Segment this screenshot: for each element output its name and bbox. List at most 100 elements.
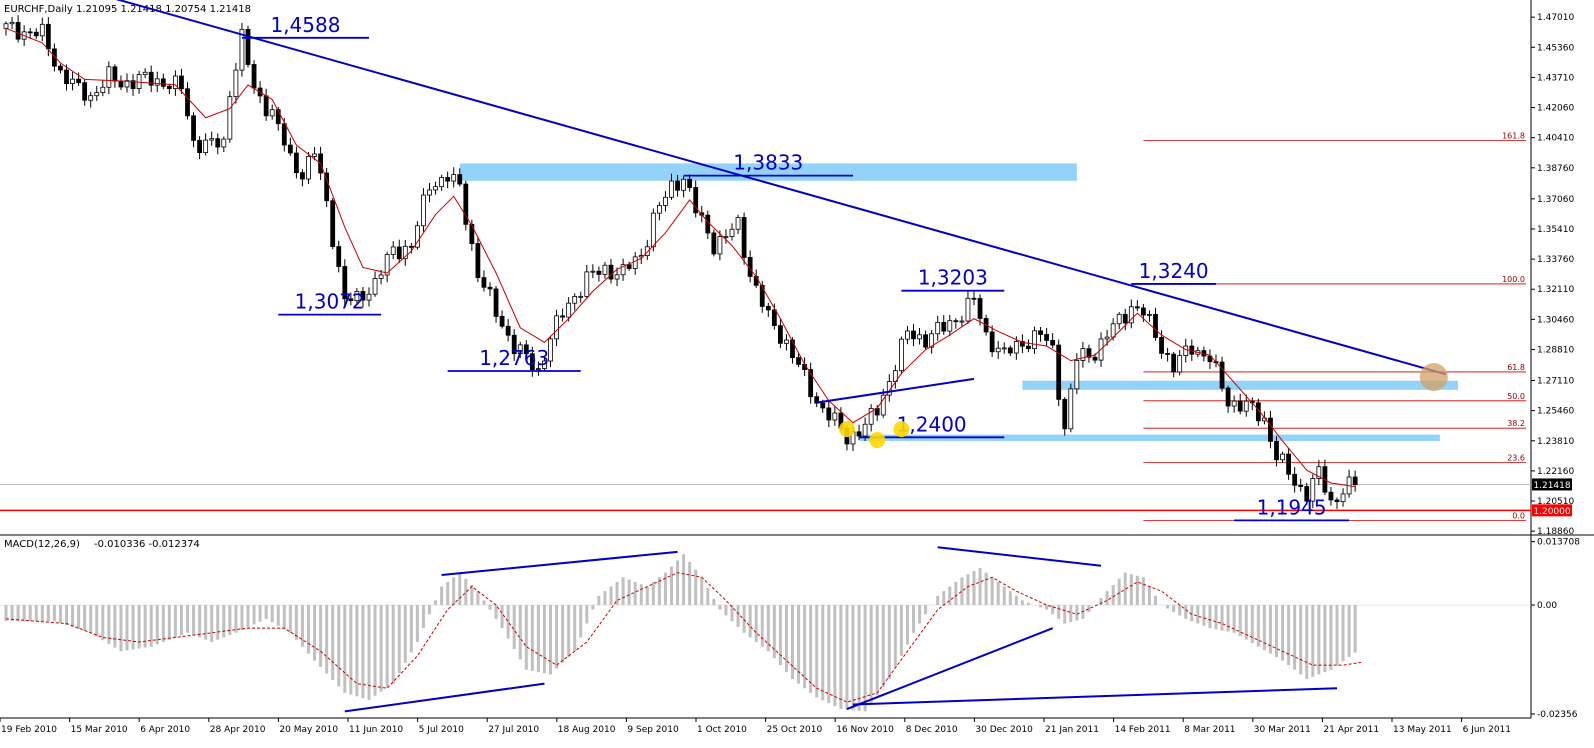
price-axis: 1.47010 1.45360 1.43710 1.42060 1.40410 1.387… (1531, 13, 1574, 537)
level-label: 1,3833 (733, 151, 803, 175)
candle-body (15, 21, 21, 40)
candle-body (76, 78, 81, 84)
candle-body (1026, 345, 1031, 350)
price-tick-label: 1.45360 (1537, 43, 1574, 53)
candle-body (1304, 486, 1310, 502)
price-tick-label: 1.47010 (1537, 13, 1574, 23)
candle-body (796, 357, 801, 365)
macd-signal-line (5, 572, 1362, 703)
date-tick-label: 8 Mar 2011 (1184, 725, 1235, 735)
current-price-tag (1532, 478, 1572, 491)
candle-body (1298, 484, 1304, 487)
candle-body (602, 264, 608, 275)
candle-body (517, 344, 523, 355)
candle-body (1328, 491, 1334, 501)
date-tick-label: 18 Aug 2010 (558, 725, 616, 735)
candle-body (1032, 330, 1037, 350)
price-tick-label: 1.28810 (1537, 345, 1574, 355)
candle-body (330, 200, 336, 247)
candle-body (421, 194, 426, 227)
candle-body (112, 66, 118, 82)
candle-body (790, 339, 795, 359)
macd-tick-label: 0.013708 (1537, 538, 1580, 548)
price-tick-label: 1.18860 (1537, 527, 1574, 537)
candle-body (300, 172, 305, 180)
candle-body (862, 423, 868, 437)
symbol-label: EURCHF,Daily (4, 4, 73, 15)
div-1-bottom-line (344, 682, 545, 713)
candle-body (596, 270, 602, 275)
candle-body (312, 153, 317, 157)
candle-body (832, 412, 838, 421)
candle-body (1225, 387, 1231, 407)
candle-body (185, 88, 190, 117)
level-label: 1,4588 (270, 13, 340, 37)
candle-body (566, 302, 572, 318)
candle-body (741, 217, 747, 258)
fib-label-50.0: 50.0 (1507, 392, 1525, 401)
fib-label-161.8: 161.8 (1502, 132, 1525, 141)
candle-body (433, 186, 438, 191)
fib-label-0.0: 0.0 (1512, 511, 1525, 520)
candle-body (965, 297, 971, 322)
candle-body (58, 65, 63, 71)
candle-body (669, 180, 674, 198)
candle-body (402, 245, 408, 260)
ohlc-values: 1.21095 1.21418 1.20754 1.21418 (76, 4, 251, 15)
candle-body (1080, 348, 1086, 361)
date-tick-label: 16 Nov 2010 (836, 725, 894, 735)
date-tick-label: 11 Jun 2010 (349, 725, 403, 735)
level-label: 1,2763 (479, 346, 549, 370)
date-tick-label: 21 Apr 2011 (1323, 725, 1379, 735)
candle-body (529, 353, 535, 371)
candle-body (1013, 341, 1019, 354)
candle-body (209, 138, 215, 141)
candle-body (88, 95, 94, 101)
candle-body (729, 228, 735, 237)
candle-body (1177, 355, 1183, 373)
candle-body (1231, 400, 1237, 407)
candle-body (784, 339, 789, 344)
div-2-top-line (937, 546, 1102, 567)
price-tick-label: 1.23810 (1537, 437, 1574, 447)
candle-body (929, 333, 935, 348)
date-tick-label: 8 Dec 2010 (906, 725, 958, 735)
candle-body (45, 23, 51, 50)
candle-body (3, 23, 9, 29)
price-tick-label: 1.25460 (1537, 407, 1574, 417)
date-tick-label: 25 Oct 2010 (767, 725, 823, 735)
zone-1.27 (1022, 380, 1458, 390)
candle-body (505, 325, 511, 336)
candle-body (632, 256, 638, 269)
candle-body (463, 183, 469, 225)
candle-body (390, 246, 396, 255)
candle-body (523, 344, 529, 355)
candle-body (1044, 334, 1049, 341)
candle-body (765, 305, 771, 311)
candle-body (499, 316, 505, 327)
candle-body (82, 82, 88, 101)
candle-body (27, 31, 33, 34)
candle-body (1310, 478, 1316, 502)
date-tick-label: 13 May 2011 (1393, 725, 1452, 735)
candle-body (348, 298, 354, 302)
candle-body (511, 334, 517, 355)
candle-body (693, 187, 699, 214)
candle-body (1074, 360, 1080, 390)
price-tick-label: 1.27110 (1537, 377, 1574, 387)
candle-body (203, 139, 209, 154)
candle-body (215, 138, 221, 148)
price-tick-label: 1.35410 (1537, 225, 1574, 235)
candle-body (644, 246, 650, 256)
price-layer (3, 15, 1358, 509)
bottom-dot-3 (893, 421, 910, 438)
candle-body (663, 196, 668, 206)
price-tick-label: 1.37060 (1537, 195, 1574, 205)
candle-body (124, 80, 130, 88)
candle-body (475, 243, 481, 278)
candle-body (578, 295, 584, 298)
date-tick-label: 30 Dec 2010 (975, 725, 1033, 735)
price-tick-label: 1.42060 (1537, 104, 1574, 114)
candle-body (1056, 344, 1062, 400)
candle-body (917, 334, 922, 340)
